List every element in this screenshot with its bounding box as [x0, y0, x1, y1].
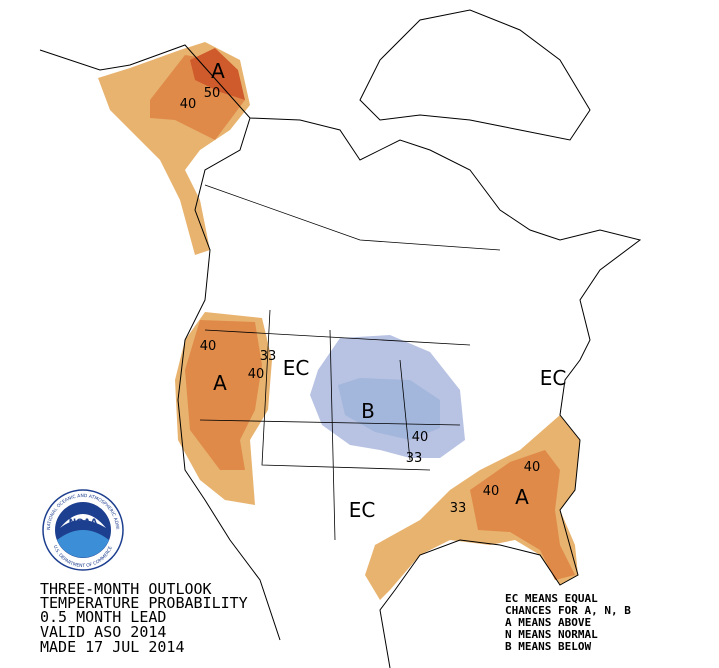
logo-wave [57, 530, 109, 558]
map-label: 40 [248, 367, 265, 382]
map-label: EC [283, 356, 310, 380]
map-labels: A 50 40 40 A 40 33 EC B 40 33 EC EC 33 4… [180, 59, 567, 522]
map-label: EC [349, 498, 376, 522]
map-label: 40 [483, 484, 500, 499]
caption-line: MADE 17 JUL 2014 [40, 638, 185, 656]
legend-line: A MEANS ABOVE [505, 616, 591, 629]
legend-line: B MEANS BELOW [505, 640, 591, 653]
map-label: 40 [200, 339, 217, 354]
map-label: 40 [180, 97, 197, 112]
map-label: B [361, 399, 375, 423]
map-label: A [211, 59, 225, 83]
legend-line: N MEANS NORMAL [505, 628, 598, 641]
map-label: 50 [204, 86, 221, 101]
caption-line: THREE-MONTH OUTLOOK [40, 580, 212, 598]
map-label: A [213, 371, 227, 395]
caption-line: TEMPERATURE PROBABILITY [40, 594, 248, 612]
map-label: 33 [260, 349, 277, 364]
legend-line: EC MEANS EQUAL [505, 592, 598, 605]
geography [39, 9, 642, 668]
alaska-above-50 [190, 48, 245, 100]
legend: EC MEANS EQUAL CHANCES FOR A, N, B A MEA… [505, 592, 631, 653]
legend-line: CHANCES FOR A, N, B [505, 604, 631, 617]
map-label: 40 [524, 460, 541, 475]
west-above-40 [185, 320, 262, 470]
caption: THREE-MONTH OUTLOOK TEMPERATURE PROBABIL… [40, 580, 248, 656]
map-label: A [515, 485, 529, 509]
regions [98, 42, 580, 600]
caption-line: VALID ASO 2014 [40, 623, 166, 641]
map-label: 40 [412, 430, 429, 445]
map-label: 33 [406, 451, 423, 466]
caption-line: 0.5 MONTH LEAD [40, 608, 166, 626]
map-label: 33 [450, 501, 467, 516]
logo-name: NOAA [69, 518, 98, 528]
map-label: EC [540, 366, 567, 390]
logo-gull [60, 514, 106, 528]
southeast-above-40 [470, 450, 575, 580]
